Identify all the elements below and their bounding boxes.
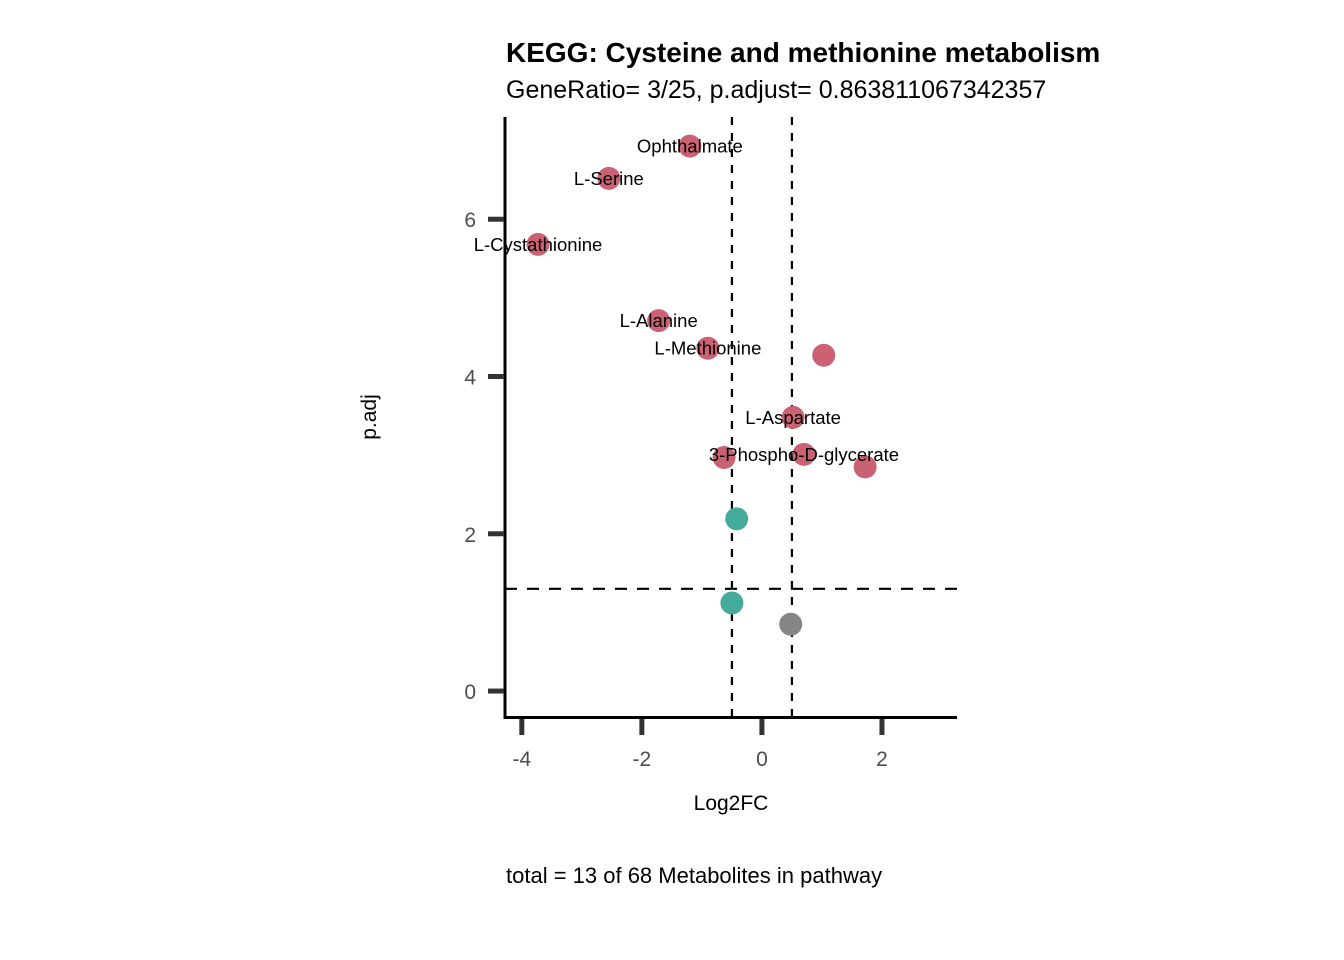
y-ticks: 0 2 4 6 (464, 209, 504, 704)
data-point-9 (853, 455, 877, 479)
threshold-lines (505, 117, 957, 717)
data-point-6 (781, 405, 805, 429)
data-point-8 (712, 445, 736, 469)
data-point-5 (812, 343, 836, 367)
x-tick-label-2: 0 (756, 748, 768, 771)
data-point-11 (720, 591, 744, 615)
point-label-6: L-Aspartate (745, 407, 841, 428)
x-tick-label-1: -2 (633, 748, 652, 771)
x-tick-label-0: -4 (512, 748, 531, 771)
chart-title: KEGG: Cysteine and methionine metabolism (506, 37, 1100, 68)
data-point-7 (792, 442, 816, 466)
axes (503, 117, 957, 719)
data-point-1 (597, 166, 621, 190)
chart-caption: total = 13 of 68 Metabolites in pathway (506, 863, 882, 888)
x-axis-title: Log2FC (694, 792, 769, 815)
point-label-7: 3-Phospho-D-glycerate (709, 444, 899, 465)
y-tick-label-1: 2 (464, 524, 476, 547)
y-tick-label-2: 4 (464, 367, 476, 390)
point-label-0: Ophthalmate (637, 136, 743, 157)
data-point-4 (696, 336, 720, 360)
point-label-2: L-Cystathionine (474, 234, 603, 255)
data-point-12 (779, 612, 803, 636)
point-label-4: L-Methionine (654, 338, 761, 359)
chart-subtitle: GeneRatio= 3/25, p.adjust= 0.86381106734… (506, 76, 1046, 104)
data-point-3 (647, 309, 671, 333)
data-point-2 (526, 232, 550, 256)
y-tick-label-3: 6 (464, 209, 476, 232)
y-axis-title: p.adj (358, 394, 381, 440)
x-ticks: -4 -2 0 2 (512, 719, 888, 771)
point-label-1: L-Serine (574, 168, 644, 189)
data-point-10 (725, 507, 749, 531)
y-tick-label-0: 0 (464, 681, 476, 704)
point-labels: Ophthalmate L-Serine L-Cystathionine L-Alan… (474, 136, 899, 465)
point-label-3: L-Alanine (620, 310, 698, 331)
data-point-0 (678, 134, 702, 158)
data-points (526, 134, 877, 636)
x-tick-label-3: 2 (876, 748, 888, 771)
